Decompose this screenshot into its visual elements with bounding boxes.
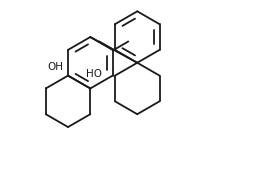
Text: OH: OH: [48, 62, 64, 72]
Text: HO: HO: [85, 70, 102, 79]
